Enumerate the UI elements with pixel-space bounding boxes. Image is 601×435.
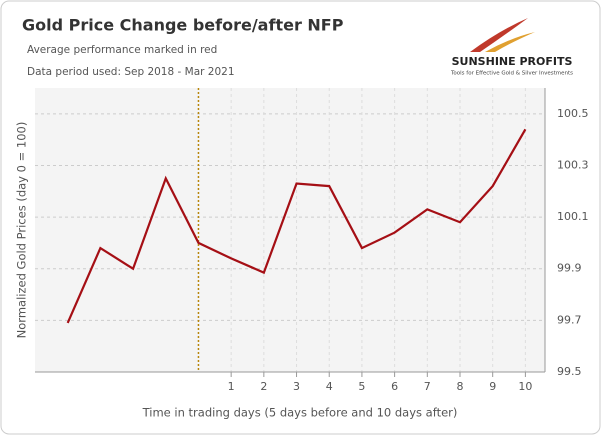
data-line bbox=[66, 128, 527, 324]
x-tick-label: 7 bbox=[424, 380, 431, 393]
y-axis-label: Normalized Gold Prices (day 0 = 100) bbox=[15, 122, 29, 339]
x-tick-label: 5 bbox=[358, 380, 365, 393]
y-tick-label: 99.5 bbox=[557, 365, 582, 378]
logo: SUNSHINE PROFITS Tools for Effective Gol… bbox=[450, 18, 573, 77]
logo-swoosh bbox=[485, 32, 535, 52]
subtitle: Average performance marked in red bbox=[27, 44, 217, 56]
x-axis-label: Time in trading days (5 days before and … bbox=[142, 406, 458, 420]
y-tick-label: 99.7 bbox=[557, 313, 582, 326]
logo-tagline: Tools for Effective Gold & Silver Invest… bbox=[450, 71, 573, 77]
y-tick-label: 100.1 bbox=[557, 210, 589, 223]
x-tick-label: 10 bbox=[518, 380, 532, 393]
chart-title: Gold Price Change before/after NFP bbox=[22, 16, 344, 35]
logo-name: SUNSHINE PROFITS bbox=[452, 55, 573, 68]
x-tick-label: 8 bbox=[457, 380, 464, 393]
y-tick-label: 100.5 bbox=[557, 107, 589, 120]
x-tick-label: 3 bbox=[293, 380, 300, 393]
x-tick-label: 9 bbox=[489, 380, 496, 393]
x-tick-label: 4 bbox=[326, 380, 333, 393]
x-tick-label: 6 bbox=[391, 380, 398, 393]
x-tick-label: 1 bbox=[228, 380, 235, 393]
plot-area bbox=[35, 88, 545, 372]
y-tick-label: 99.9 bbox=[557, 262, 582, 275]
y-tick-label: 100.3 bbox=[557, 158, 589, 171]
logo-swoosh bbox=[470, 18, 528, 52]
subtitle: Data period used: Sep 2018 - Mar 2021 bbox=[27, 66, 235, 78]
x-tick-label: 2 bbox=[260, 380, 267, 393]
